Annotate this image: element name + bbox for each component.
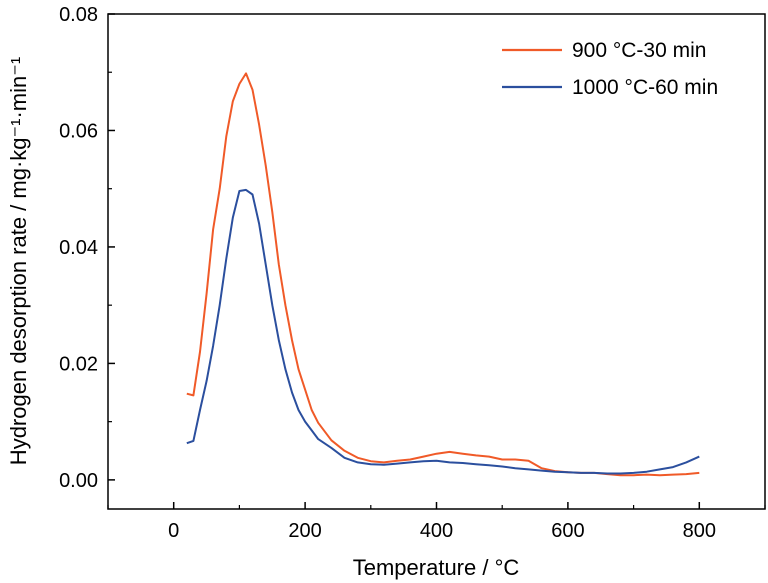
y-tick-label: 0.00	[59, 470, 98, 492]
legend-label-2: 1000 °C-60 min	[572, 76, 718, 99]
y-tick-label: 0.02	[59, 353, 98, 375]
x-tick-label: 0	[168, 520, 179, 542]
x-tick-label: 800	[683, 520, 716, 542]
y-tick-label: 0.04	[59, 237, 98, 259]
legend: 900 °C-30 min 1000 °C-60 min	[502, 39, 718, 99]
legend-label-1: 900 °C-30 min	[572, 39, 706, 62]
series-line-1	[186, 72, 700, 477]
x-axis-label: Temperature / °C	[353, 555, 520, 580]
x-tick-label: 200	[288, 520, 321, 542]
y-tick-label: 0.06	[59, 120, 98, 142]
series-layer	[186, 72, 700, 477]
x-tick-label: 400	[420, 520, 453, 542]
y-tick-label: 0.08	[59, 4, 98, 26]
y-axis-label: Hydrogen desorption rate / mg·kg⁻¹·min⁻¹	[6, 57, 31, 465]
series-line-2	[186, 188, 700, 475]
x-tick-label: 600	[551, 520, 584, 542]
x-axis: 0 200 400 600 800	[107, 502, 766, 542]
y-axis: 0.00 0.02 0.04 0.06 0.08	[59, 4, 115, 492]
